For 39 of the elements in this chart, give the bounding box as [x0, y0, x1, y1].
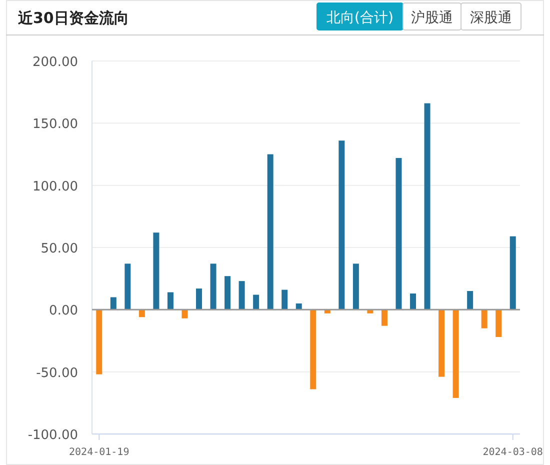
bar: [238, 281, 245, 310]
bar: [210, 264, 216, 310]
bar: [196, 288, 202, 310]
bar: [224, 276, 231, 310]
bar: [410, 294, 416, 310]
bar: [267, 154, 274, 310]
y-tick-label: 50.00: [40, 242, 78, 256]
bar: [124, 264, 131, 310]
y-tick-label: -50.00: [36, 366, 78, 381]
bar: [167, 292, 174, 310]
bar: [352, 264, 359, 310]
button: 深股通: [460, 2, 522, 30]
bar: [510, 236, 516, 310]
y-tick-label: 100.00: [32, 179, 78, 194]
bar: [424, 103, 430, 310]
y-tick-label: 0.00: [49, 304, 78, 319]
y-tick-label: -100.00: [28, 428, 78, 443]
bar: [182, 310, 188, 318]
x-tick-label: 2024-03-08: [482, 447, 543, 458]
chart-title: 近30日资金流向: [17, 9, 129, 27]
y-tick-label: 200.00: [32, 55, 78, 70]
y-tick-label: 150.00: [32, 117, 78, 132]
bar: [96, 310, 102, 374]
bar: [381, 310, 388, 326]
bar: [110, 297, 116, 310]
bar: [153, 232, 160, 310]
x-tick-label: 2024-01-19: [69, 447, 130, 458]
bar: [253, 294, 260, 310]
bar: [452, 310, 459, 398]
bar: [481, 310, 488, 328]
bar: [338, 140, 345, 310]
bar: [396, 158, 402, 310]
bar: [438, 310, 445, 377]
button: 北向(合计): [316, 2, 404, 30]
bar: [282, 290, 288, 310]
button: 沪股通: [402, 2, 462, 30]
bar: [310, 310, 316, 390]
bar: [496, 310, 502, 338]
bar: [467, 291, 474, 310]
